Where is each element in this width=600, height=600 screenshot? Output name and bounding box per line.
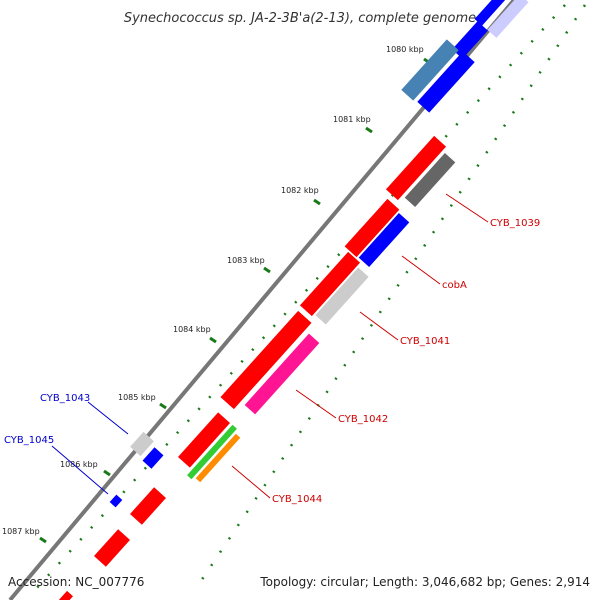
callout-line <box>401 255 441 285</box>
callout-line <box>359 311 399 341</box>
tick-label-1082: 1082 kbp <box>281 186 319 195</box>
tick-label-1080: 1080 kbp <box>386 45 424 54</box>
major-tick <box>263 266 271 274</box>
gene-cyb-1045[interactable] <box>109 494 123 508</box>
map-title: Synechococcus sp. JA-2-3B'a(2-13), compl… <box>124 11 476 26</box>
gene-cyb-1042[interactable] <box>244 333 320 415</box>
gene-cyb-1041[interactable] <box>315 267 369 325</box>
callout-lines <box>51 193 489 499</box>
major-tick <box>209 336 217 344</box>
tick-label-1081: 1081 kbp <box>333 115 371 124</box>
tick-label-1083: 1083 kbp <box>227 256 265 265</box>
gene-arrow[interactable] <box>130 487 166 525</box>
gene-arrow[interactable] <box>417 51 475 113</box>
gene-cyb-1039[interactable] <box>404 153 456 207</box>
gene-cyb-1043[interactable] <box>130 431 154 457</box>
gene-arrow[interactable] <box>187 424 237 480</box>
callout-line <box>51 445 109 495</box>
major-tick <box>103 469 111 477</box>
major-tick <box>159 402 167 410</box>
gene-arrow[interactable] <box>94 529 130 567</box>
gene-arrow[interactable] <box>220 310 312 410</box>
gene-arrow[interactable] <box>474 0 512 26</box>
major-ticks <box>39 57 431 544</box>
gene-cyb-1044[interactable] <box>195 433 241 483</box>
gene-arrow[interactable] <box>177 412 231 468</box>
callout-line <box>87 401 129 435</box>
gene-label-cyb-1041[interactable]: CYB_1041 <box>400 336 450 347</box>
gene-label-cyb-1042[interactable]: CYB_1042 <box>338 414 388 425</box>
gene-arrow[interactable] <box>59 590 73 600</box>
gene-arrow[interactable] <box>299 251 361 317</box>
major-tick <box>313 198 321 206</box>
callout-line <box>295 389 337 419</box>
major-tick <box>365 126 373 134</box>
callout-line <box>445 193 489 223</box>
gene-coba[interactable] <box>358 213 410 267</box>
gene-arrow[interactable] <box>487 0 529 38</box>
gene-arrow[interactable] <box>344 198 400 258</box>
gene-label-cyb-1044[interactable]: CYB_1044 <box>272 494 322 505</box>
callout-line <box>231 465 271 499</box>
tick-ring-inner <box>34 4 566 591</box>
gene-arrow[interactable] <box>452 21 488 59</box>
accession-text: Accession: NC_007776 <box>8 575 144 589</box>
major-tick <box>39 536 47 544</box>
genome-summary-text: Topology: circular; Length: 3,046,682 bp… <box>259 575 590 589</box>
tick-label-1087: 1087 kbp <box>2 527 40 536</box>
gene-arrow[interactable] <box>401 39 459 101</box>
gene-label-cyb-1045[interactable]: CYB_1045 <box>4 435 54 446</box>
gene-arrow[interactable] <box>142 447 164 469</box>
gene-label-cyb-1043[interactable]: CYB_1043 <box>40 393 90 404</box>
gene-label-cyb-1039[interactable]: CYB_1039 <box>490 218 540 229</box>
tick-ring-outer <box>193 4 587 591</box>
gene-label-coba[interactable]: cobA <box>442 280 467 291</box>
gene-arrow[interactable] <box>385 135 447 201</box>
tick-label-1085: 1085 kbp <box>118 393 156 402</box>
gene-features <box>59 0 529 600</box>
tick-label-1086: 1086 kbp <box>60 460 98 469</box>
tick-label-1084: 1084 kbp <box>173 325 211 334</box>
